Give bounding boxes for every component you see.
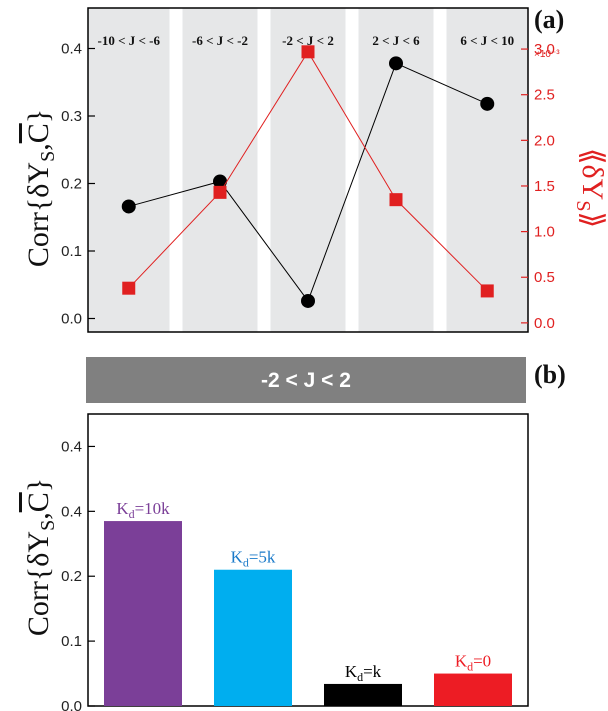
bar-labels-group: Kd=10k Kd=5k Kd=k Kd=0: [116, 499, 491, 684]
left-tick-label: 0.2: [61, 176, 82, 193]
right-tick-label: 0.5: [534, 269, 555, 286]
circle-marker-3: [389, 56, 403, 71]
bar-tick-label: 0.4: [61, 503, 82, 520]
square-marker-2: [301, 45, 315, 59]
circle-marker-4: [480, 96, 495, 111]
bar-1: [214, 569, 292, 706]
series-group: [121, 45, 495, 308]
bar-tick-label: 0.0: [61, 698, 82, 711]
left-axis-label: Corr{δYS,C}: [22, 109, 59, 267]
square-marker-3: [389, 193, 403, 207]
band-label-1: -6 < J < -2: [192, 33, 248, 48]
svg-text:Corr{δYS,C}: Corr{δYS,C}: [22, 478, 59, 636]
bar-label-2: Kd=k: [345, 662, 382, 684]
left-tick-label: 0.0: [61, 311, 82, 328]
right-axis-ticks: 0.0 0.5 1.0 1.5 2.0 2.5 3.0: [521, 41, 555, 332]
bar-0: [104, 521, 182, 706]
square-marker-4: [480, 284, 494, 298]
bar-label-0: Kd=10k: [116, 499, 170, 521]
bar-3: [434, 673, 512, 706]
band-label-3: 2 < J < 6: [372, 33, 420, 48]
left-axis-ticks: 0.0 0.1 0.2 0.3 0.4: [61, 41, 95, 328]
panel-a-frame: [87, 7, 529, 333]
left-tick-label: 0.3: [61, 108, 82, 125]
right-axis-label: ⟪δYS⟫: [572, 148, 608, 228]
panel-b-label: (b): [534, 360, 566, 389]
square-marker-0: [122, 281, 136, 295]
bar-tick-label: 0.2: [61, 568, 82, 585]
banner-bar: [86, 357, 526, 403]
band-0: [88, 8, 170, 332]
bar-label-3: Kd=0: [455, 652, 491, 674]
svg-text:⟪δYS⟫: ⟪δYS⟫: [572, 148, 608, 228]
right-tick-label: 1.5: [534, 178, 555, 195]
bar-2: [324, 683, 402, 706]
band-labels: -10 < J < -6 -6 < J < -2 -2 < J < 2 2 < J <…: [98, 33, 515, 48]
bar-label-1: Kd=5k: [231, 548, 276, 570]
right-tick-label: 2.5: [534, 87, 555, 104]
band-4: [446, 8, 528, 332]
band-label-0: -10 < J < -6: [98, 33, 161, 48]
svg-text:Corr{δYS,C}: Corr{δYS,C}: [22, 109, 59, 267]
right-tick-label: 2.0: [534, 132, 555, 149]
bar-axis-label: Corr{δYS,C}: [22, 478, 59, 636]
bars-group: [104, 521, 512, 706]
band-1: [182, 8, 258, 332]
circle-marker-2: [301, 293, 315, 308]
panel-a-label: (a): [534, 5, 564, 34]
banner: -2 < J < 2: [86, 357, 526, 403]
panel-a: -10 < J < -6 -6 < J < -2 -2 < J < 2 2 < J <…: [22, 5, 608, 333]
panel-b-frame: [87, 413, 529, 707]
banner-text: -2 < J < 2: [261, 369, 351, 392]
bar-tick-label: 0.1: [61, 633, 82, 650]
band-2: [270, 8, 346, 332]
circle-marker-0: [121, 199, 136, 214]
band-label-4: 6 < J < 10: [460, 33, 514, 48]
right-tick-label: 0.0: [534, 315, 555, 332]
right-tick-label: 1.0: [534, 224, 555, 241]
right-tick-label: 3.0: [534, 41, 555, 58]
right-axis-exponent: ×10⁻³: [534, 49, 560, 60]
square-marker-1: [213, 185, 227, 199]
left-tick-label: 0.4: [61, 41, 82, 58]
circle-marker-1: [213, 174, 227, 189]
bar-axis-ticks: 0.0 0.1 0.2 0.4 0.4: [61, 438, 95, 711]
bar-tick-label: 0.4: [61, 438, 82, 455]
band-label-2: -2 < J < 2: [282, 33, 334, 48]
left-tick-label: 0.1: [61, 243, 82, 260]
